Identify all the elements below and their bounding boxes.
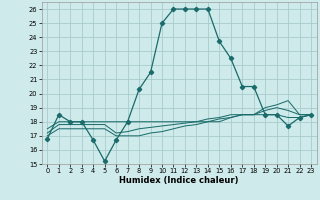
X-axis label: Humidex (Indice chaleur): Humidex (Indice chaleur)	[119, 176, 239, 185]
